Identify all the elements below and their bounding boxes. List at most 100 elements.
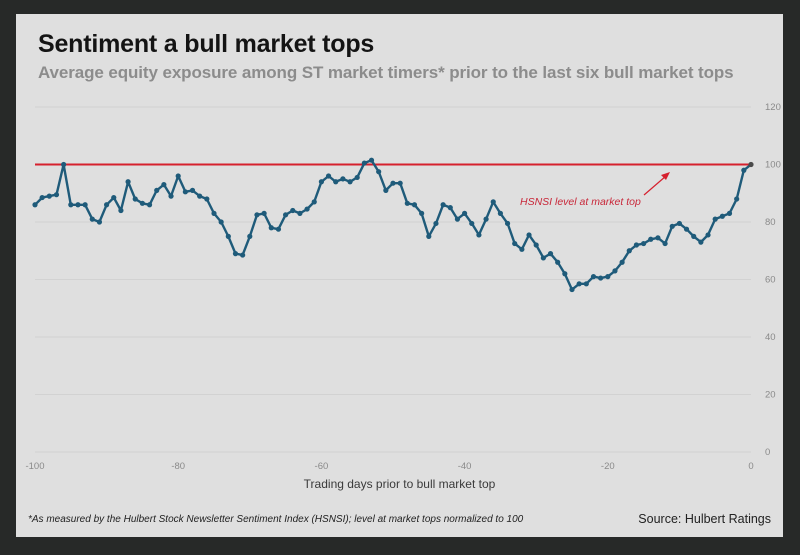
reference-annotation: HSNSI level at market top (520, 196, 641, 208)
data-point (426, 233, 432, 239)
data-point (726, 210, 733, 216)
data-point (447, 205, 453, 211)
plot-area: 0 20 40 60 80 100 120 -100 -80 -60 -40 -20 0 HSNSI … (25, 102, 781, 472)
data-point (433, 220, 439, 227)
data-point (519, 246, 525, 252)
data-point (361, 160, 367, 166)
data-point (734, 196, 740, 202)
y-axis-ticks: 0 20 40 60 80 100 120 (765, 102, 781, 458)
data-point (32, 202, 38, 208)
data-point (283, 212, 289, 218)
data-point (619, 259, 625, 265)
data-point (96, 219, 103, 225)
data-point (655, 235, 661, 241)
data-point (189, 187, 196, 193)
data-point (419, 210, 425, 216)
data-point (547, 251, 554, 257)
data-point (39, 194, 45, 201)
data-point (225, 233, 231, 239)
data-point (53, 192, 60, 198)
data-point (218, 219, 224, 225)
data-point (154, 187, 160, 193)
data-point (340, 176, 346, 182)
data-point (411, 202, 418, 208)
data-point (705, 232, 711, 238)
data-point (254, 212, 260, 218)
data-point (712, 216, 718, 222)
x-tick-label: -20 (601, 461, 615, 472)
data-point (304, 206, 310, 212)
data-point (182, 189, 188, 195)
data-point (390, 180, 396, 186)
data-point (132, 196, 138, 202)
data-point (89, 216, 95, 222)
footnote: *As measured by the Hulbert Stock Newsle… (28, 514, 524, 525)
data-point (526, 232, 532, 238)
data-point (333, 179, 339, 185)
x-axis-ticks: -100 -80 -60 -40 -20 0 (25, 461, 753, 472)
gridlines (35, 106, 751, 453)
x-tick-label: 0 (748, 461, 753, 472)
data-point (383, 187, 389, 193)
y-tick-label: 60 (765, 275, 776, 286)
data-point (533, 242, 539, 248)
y-tick-label: 80 (765, 217, 776, 228)
data-point (347, 179, 353, 185)
data-point (748, 161, 754, 168)
chart-subtitle: Average equity exposure among ST market … (38, 63, 734, 82)
data-point (648, 236, 654, 242)
data-point (318, 179, 324, 185)
data-point (605, 274, 611, 280)
y-tick-label: 40 (765, 332, 776, 343)
x-tick-label: -60 (315, 461, 329, 472)
data-point (440, 202, 446, 208)
data-point (576, 281, 582, 287)
data-point (683, 226, 690, 232)
data-point (211, 210, 217, 216)
data-point (483, 216, 489, 222)
data-point (275, 226, 282, 232)
data-point (497, 210, 503, 216)
data-point (376, 169, 382, 175)
data-point (268, 225, 274, 231)
data-point (490, 199, 496, 205)
data-point (368, 157, 375, 163)
data-point (504, 220, 511, 227)
y-tick-label: 0 (765, 447, 770, 458)
data-point (232, 251, 239, 257)
data-point (61, 161, 67, 168)
data-point (719, 213, 725, 219)
data-point (161, 182, 167, 188)
data-point (512, 240, 518, 247)
data-point (626, 248, 632, 254)
source-label: Source: Hulbert Ratings (638, 512, 771, 526)
data-point (146, 202, 153, 208)
data-point (397, 180, 403, 186)
data-point (104, 202, 110, 208)
data-point (247, 233, 253, 239)
chart-card: Sentiment a bull market tops Average equ… (16, 14, 783, 537)
data-point (633, 242, 640, 248)
data-point (175, 173, 181, 179)
data-point (612, 268, 618, 274)
data-point (68, 202, 74, 208)
data-point (168, 193, 174, 199)
data-point (404, 200, 410, 206)
x-tick-label: -40 (458, 461, 472, 472)
y-tick-label: 100 (765, 160, 781, 171)
data-point (555, 259, 561, 265)
data-point (325, 173, 332, 179)
data-point (569, 286, 575, 293)
data-point (82, 202, 88, 208)
data-point (297, 210, 303, 216)
data-point (741, 167, 747, 173)
data-point (354, 174, 360, 181)
y-tick-label: 20 (765, 390, 776, 401)
data-point (698, 239, 704, 245)
data-point (454, 216, 461, 222)
annotation-arrow (643, 172, 670, 196)
data-point (583, 281, 589, 287)
data-point (691, 233, 697, 239)
data-point (562, 271, 568, 277)
x-axis-label: Trading days prior to bull market top (303, 477, 496, 491)
